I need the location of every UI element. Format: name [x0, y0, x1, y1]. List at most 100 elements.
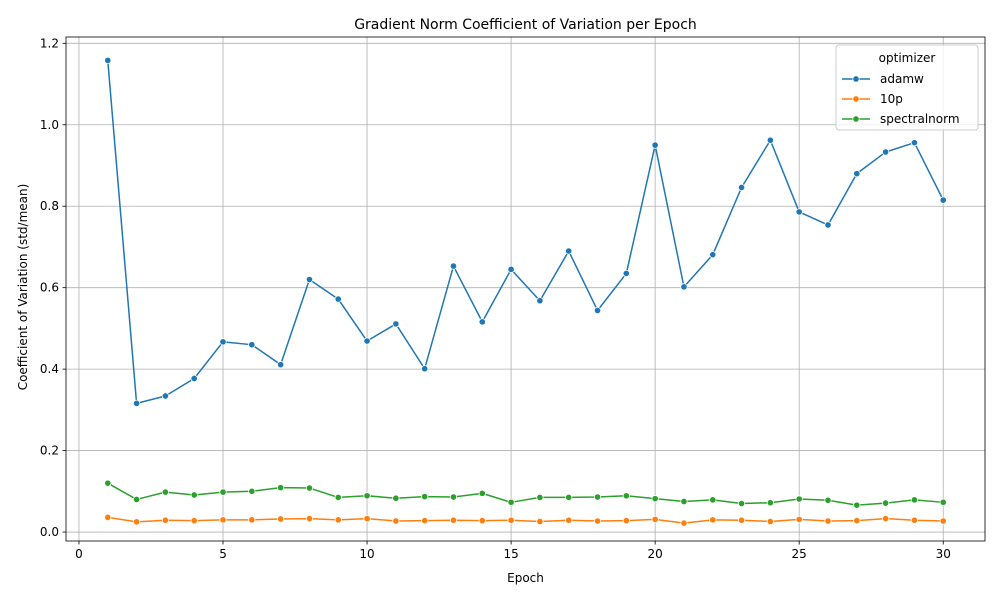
data-point-10p — [334, 516, 342, 524]
data-point-10p — [622, 517, 630, 525]
data-point-10p — [536, 517, 544, 526]
data-point-10p — [709, 516, 717, 524]
plot-area — [65, 36, 986, 542]
data-point-adamw — [651, 141, 659, 149]
data-point-10p — [478, 517, 486, 525]
data-point-spectralnorm — [248, 487, 256, 495]
y-axis: 0.0 0.2 0.4 0.6 0.8 1.0 1.2 — [40, 36, 66, 539]
data-point-spectralnorm — [680, 497, 688, 506]
data-point-spectralnorm — [305, 484, 314, 492]
data-point-10p — [104, 513, 112, 521]
data-point-spectralnorm — [939, 498, 947, 506]
data-point-spectralnorm — [622, 492, 630, 500]
data-point-10p — [680, 519, 688, 527]
data-point-adamw — [478, 318, 486, 326]
data-point-spectralnorm — [421, 493, 429, 501]
series-adamw — [104, 56, 947, 407]
data-point-adamw — [795, 208, 803, 216]
data-point-spectralnorm — [392, 494, 400, 502]
data-point-adamw — [507, 265, 515, 273]
data-point-10p — [161, 516, 169, 524]
data-point-adamw — [910, 139, 918, 147]
data-point-spectralnorm — [536, 493, 544, 501]
series-10p — [104, 513, 947, 527]
data-point-adamw — [305, 275, 314, 284]
series-lines — [104, 56, 947, 527]
data-point-spectralnorm — [449, 493, 458, 501]
y-tick-label: 0.0 — [40, 525, 59, 539]
grid-lines — [66, 37, 985, 541]
plot-frame — [65, 36, 986, 542]
data-point-adamw — [421, 365, 429, 373]
data-point-10p — [795, 515, 803, 523]
data-point-spectralnorm — [161, 488, 169, 496]
data-point-10p — [219, 516, 227, 524]
data-point-spectralnorm — [824, 496, 832, 504]
data-point-10p — [853, 517, 861, 525]
data-point-spectralnorm — [709, 496, 717, 504]
data-point-spectralnorm — [219, 488, 227, 496]
data-point-10p — [449, 516, 458, 524]
data-point-adamw — [680, 283, 688, 291]
data-point-spectralnorm — [853, 501, 861, 509]
data-point-adamw — [219, 338, 227, 346]
data-point-spectralnorm — [133, 495, 141, 504]
data-point-10p — [190, 517, 198, 525]
legend-marker-spectralnorm — [852, 115, 860, 123]
data-point-10p — [133, 518, 141, 526]
x-tick-label: 25 — [792, 547, 807, 561]
y-tick-label: 0.4 — [40, 362, 59, 376]
data-point-adamw — [248, 341, 256, 349]
y-tick-label: 1.2 — [40, 36, 59, 50]
data-point-10p — [766, 517, 774, 526]
series-line-10p — [107, 516, 944, 524]
data-point-adamw — [565, 247, 573, 255]
x-tick-label: 15 — [503, 547, 518, 561]
x-axis: 0 5 10 15 20 25 30 — [75, 541, 951, 561]
x-tick-label: 5 — [219, 547, 227, 561]
data-point-spectralnorm — [593, 493, 602, 501]
data-point-10p — [277, 515, 285, 523]
data-point-spectralnorm — [363, 492, 371, 500]
series-line-adamw — [107, 60, 944, 405]
data-point-10p — [305, 515, 314, 523]
y-tick-label: 1.0 — [40, 118, 59, 132]
data-point-adamw — [190, 374, 198, 383]
data-point-adamw — [277, 361, 285, 369]
data-point-adamw — [104, 56, 112, 64]
data-point-10p — [363, 515, 371, 523]
data-point-spectralnorm — [104, 479, 112, 487]
data-point-spectralnorm — [190, 491, 198, 499]
data-point-spectralnorm — [507, 498, 515, 506]
data-point-adamw — [622, 269, 630, 277]
y-tick-label: 0.6 — [40, 281, 59, 295]
data-point-adamw — [853, 170, 861, 178]
data-point-adamw — [161, 392, 169, 400]
legend-label-adamw: adamw — [880, 72, 924, 86]
data-point-adamw — [939, 196, 947, 204]
data-point-10p — [248, 516, 256, 524]
legend-title: optimizer — [879, 51, 936, 65]
x-tick-label: 20 — [647, 547, 662, 561]
data-point-adamw — [392, 320, 400, 328]
data-point-adamw — [766, 136, 774, 144]
data-point-10p — [882, 515, 890, 523]
data-point-spectralnorm — [277, 484, 285, 492]
data-point-spectralnorm — [882, 499, 890, 507]
data-point-adamw — [334, 295, 342, 303]
legend-label-spectralnorm: spectralnorm — [880, 112, 960, 126]
data-point-adamw — [133, 399, 141, 407]
data-point-10p — [593, 517, 602, 525]
data-point-10p — [651, 515, 659, 523]
data-point-adamw — [824, 221, 832, 229]
data-point-10p — [737, 516, 746, 524]
data-point-spectralnorm — [651, 495, 659, 503]
x-tick-label: 10 — [359, 547, 374, 561]
data-point-adamw — [449, 262, 458, 270]
data-point-10p — [824, 517, 832, 525]
series-line-spectralnorm — [107, 482, 944, 506]
y-tick-label: 0.2 — [40, 444, 59, 458]
data-point-adamw — [882, 148, 890, 156]
